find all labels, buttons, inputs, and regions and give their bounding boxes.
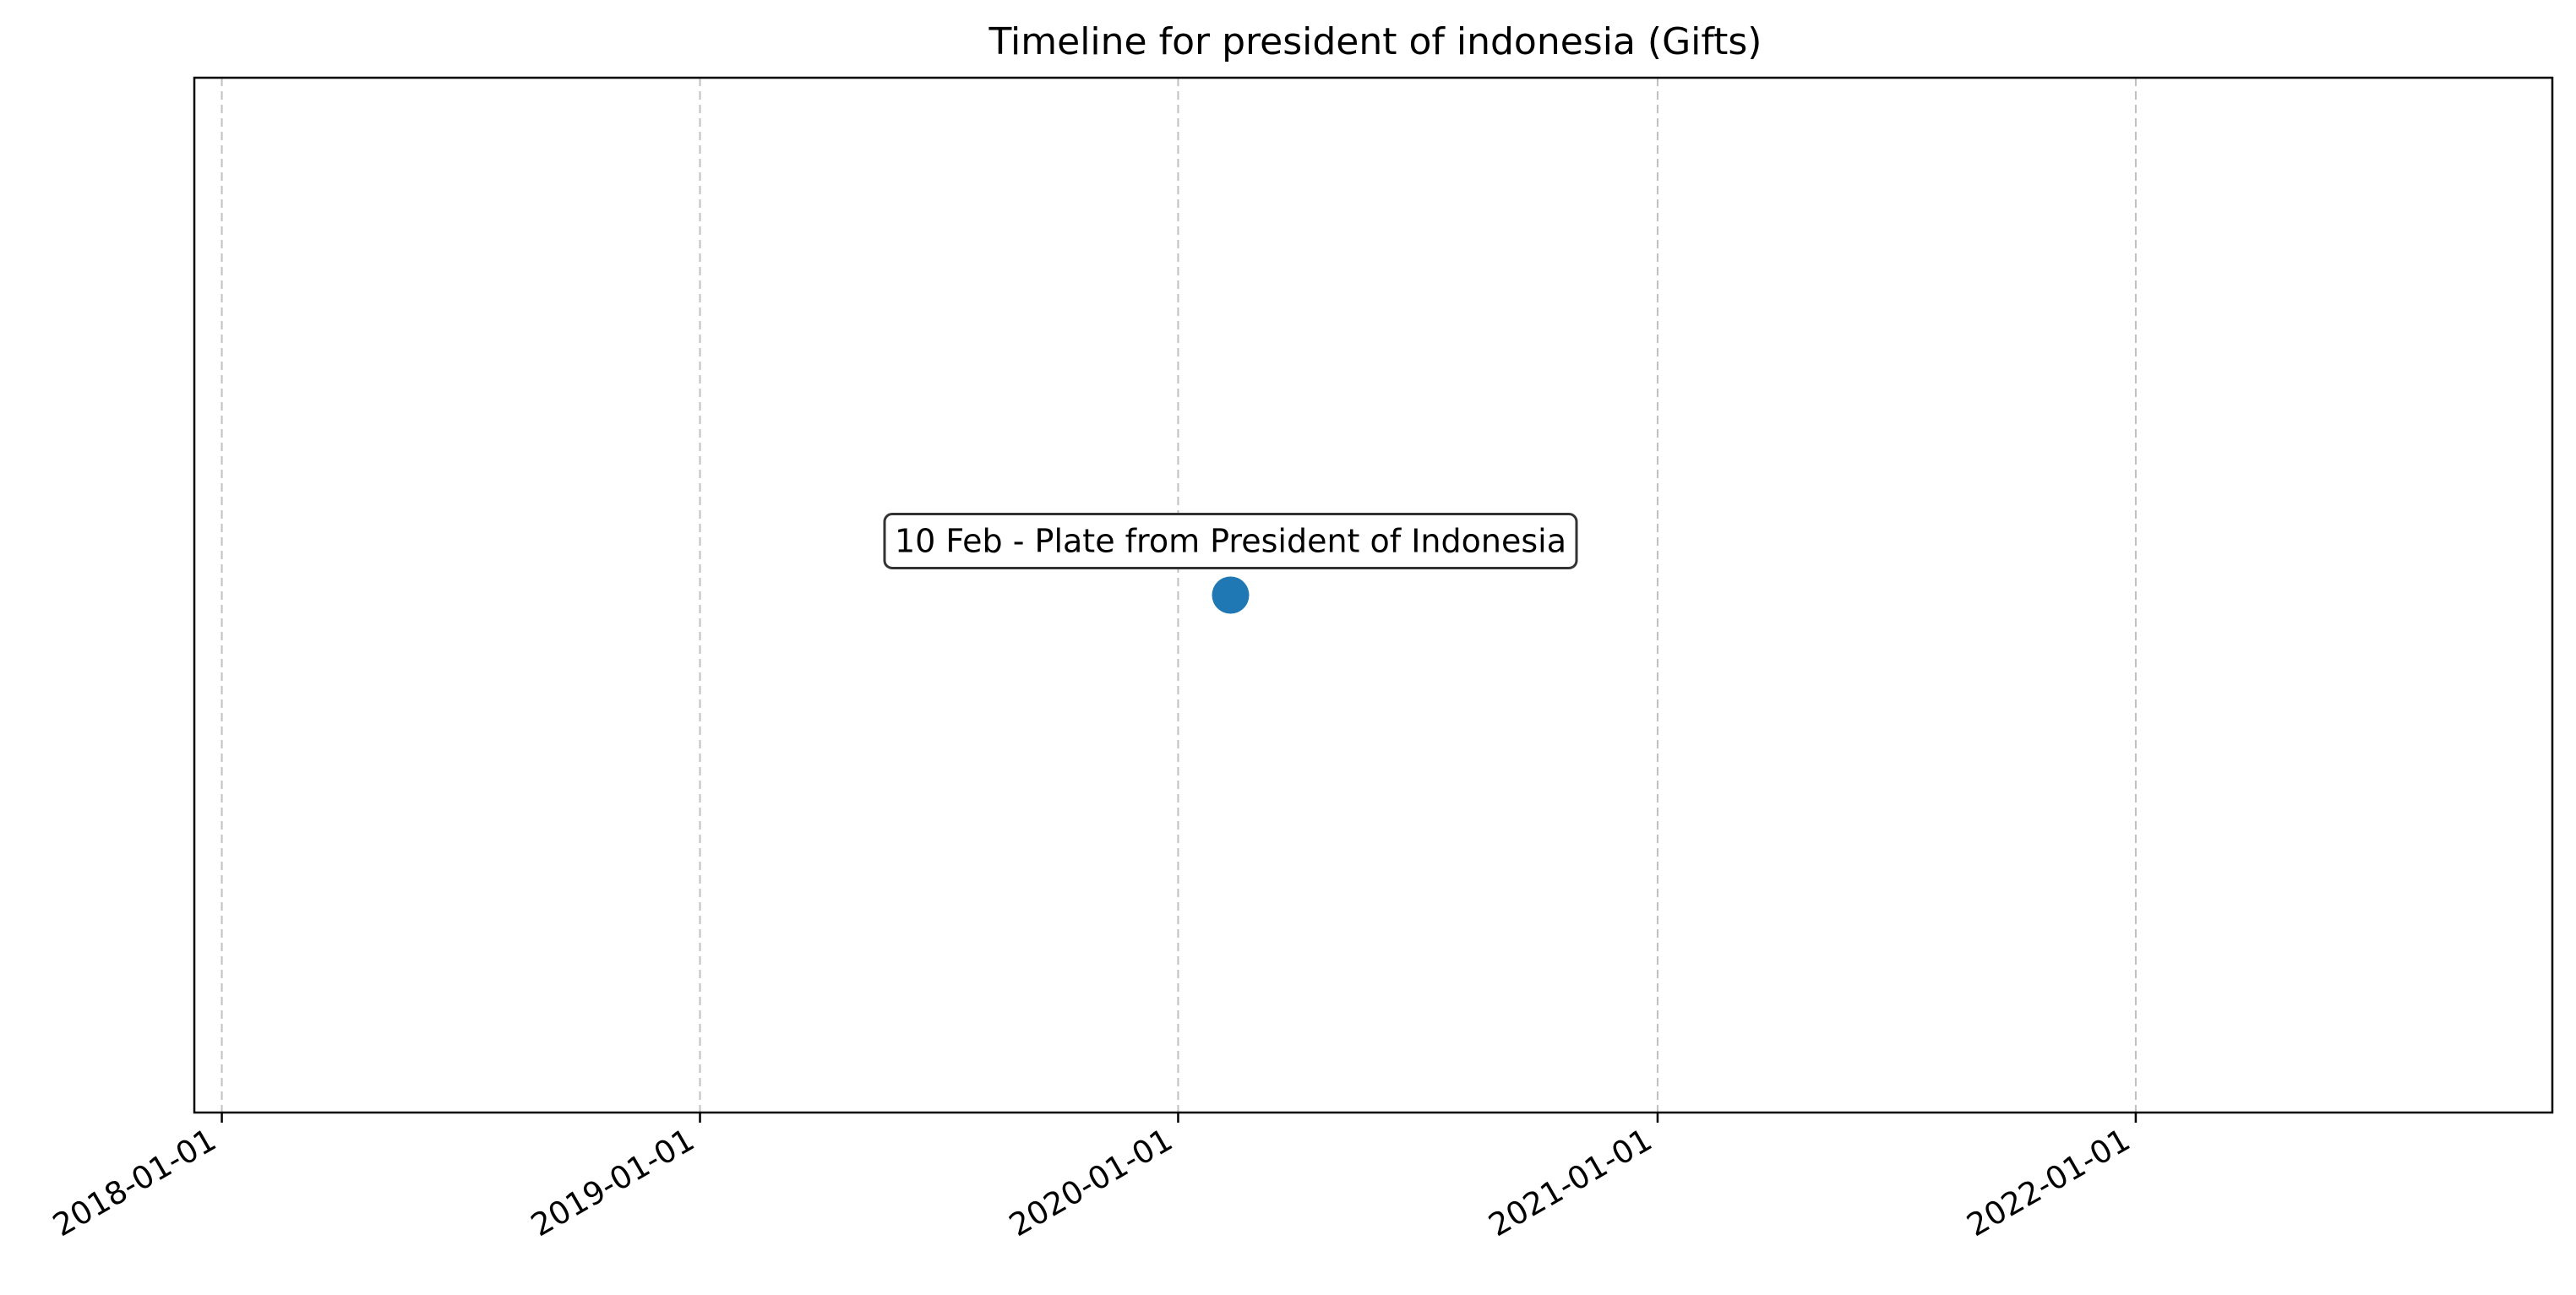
chart-title: Timeline for president of indonesia (Gif… <box>988 20 1762 63</box>
data-points <box>1212 576 1250 614</box>
grid-layer <box>221 78 2137 1113</box>
data-point-marker <box>1212 576 1250 614</box>
annotation-box-border <box>883 513 1578 569</box>
plot-area-frame <box>193 76 2554 1114</box>
annotations: 10 Feb - Plate from President of Indones… <box>883 513 1578 569</box>
annotation-label: 10 Feb - Plate from President of Indones… <box>895 523 1566 560</box>
annotation-box: 10 Feb - Plate from President of Indones… <box>883 513 1578 569</box>
